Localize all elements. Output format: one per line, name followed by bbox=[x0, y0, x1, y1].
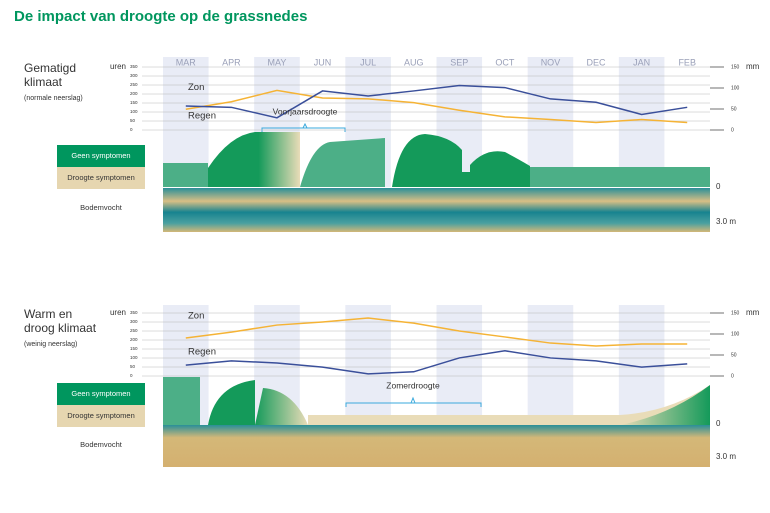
y-axis-label: uren bbox=[110, 62, 126, 71]
series-label: Zon bbox=[188, 311, 204, 322]
y-tick-label: 350 bbox=[130, 310, 138, 315]
panel-title: Warm en bbox=[24, 307, 72, 321]
depth-label: 3.0 m bbox=[716, 217, 736, 226]
month-label: MAR bbox=[176, 57, 197, 67]
depth-label: 0 bbox=[716, 419, 721, 428]
y-tick-label: 100 bbox=[130, 355, 138, 360]
annotation: Zomerdroogte bbox=[386, 380, 440, 390]
month-label: JUN bbox=[314, 57, 332, 67]
y2-tick-label: 150 bbox=[731, 64, 740, 70]
y-tick-label: 150 bbox=[130, 346, 138, 351]
series-label: Regen bbox=[188, 111, 216, 122]
y2-axis-label: mm bbox=[746, 62, 760, 71]
series-line bbox=[185, 350, 688, 375]
depth-label: 3.0 m bbox=[716, 452, 736, 461]
y-tick-label: 50 bbox=[130, 118, 136, 123]
month-label: AUG bbox=[404, 57, 424, 67]
month-label: FEB bbox=[678, 57, 696, 67]
grass-1 bbox=[163, 122, 710, 232]
y-tick-label: 300 bbox=[130, 319, 138, 324]
legend-box bbox=[57, 145, 145, 167]
series-line bbox=[185, 317, 688, 347]
legend-label: Droogte symptomen bbox=[67, 173, 135, 182]
month-label: NOV bbox=[541, 57, 561, 67]
legend-box bbox=[57, 383, 145, 405]
y2-tick-label: 50 bbox=[731, 352, 737, 358]
legend-box bbox=[57, 167, 145, 189]
month-column bbox=[345, 305, 391, 425]
month-column bbox=[618, 57, 665, 187]
depth-label: 0 bbox=[716, 182, 721, 191]
y-tick-label: 200 bbox=[130, 91, 138, 96]
y2-tick-label: 50 bbox=[731, 106, 737, 112]
panel-title: klimaat bbox=[24, 75, 63, 89]
month-label: JAN bbox=[633, 57, 650, 67]
legend-label: Droogte symptomen bbox=[67, 411, 135, 420]
y-tick-label: 0 bbox=[130, 127, 133, 132]
month-label: MAY bbox=[268, 57, 287, 67]
y-tick-label: 350 bbox=[130, 64, 138, 69]
series-line bbox=[185, 84, 688, 119]
panel-title: Gematigd bbox=[24, 61, 76, 75]
panel-title: droog klimaat bbox=[24, 321, 97, 335]
y-tick-label: 150 bbox=[130, 100, 138, 105]
legend-label: Geen symptomen bbox=[71, 389, 130, 398]
month-column bbox=[436, 305, 483, 425]
y2-tick-label: 0 bbox=[731, 373, 734, 379]
soil-label: Bodemvocht bbox=[80, 440, 123, 449]
panel-subtitle: (weinig neerslag) bbox=[24, 341, 77, 348]
month-label: DEC bbox=[587, 57, 607, 67]
y2-tick-label: 100 bbox=[731, 85, 740, 91]
legend-box bbox=[57, 405, 145, 427]
y-tick-label: 250 bbox=[130, 328, 138, 333]
y2-tick-label: 0 bbox=[731, 127, 734, 133]
y-tick-label: 250 bbox=[130, 82, 138, 87]
y2-axis-label: mm bbox=[746, 308, 760, 317]
series-label: Regen bbox=[188, 347, 216, 358]
series-line bbox=[185, 89, 688, 124]
month-column bbox=[527, 305, 574, 425]
y-tick-label: 300 bbox=[130, 73, 138, 78]
series-label: Zon bbox=[188, 82, 204, 93]
soil-label: Bodemvocht bbox=[80, 203, 123, 212]
month-label: JUL bbox=[360, 57, 376, 67]
y2-tick-label: 100 bbox=[731, 331, 740, 337]
y2-tick-label: 150 bbox=[731, 310, 740, 316]
legend-label: Geen symptomen bbox=[71, 151, 130, 160]
grass-2 bbox=[163, 377, 710, 467]
month-label: APR bbox=[222, 57, 241, 67]
month-label: OCT bbox=[495, 57, 515, 67]
month-column bbox=[527, 57, 574, 187]
page-title: De impact van droogte op de grassnedes bbox=[14, 8, 307, 25]
panel-subtitle: (normale neerslag) bbox=[24, 95, 83, 102]
annotation: Voorjaarsdroogte bbox=[273, 106, 338, 116]
y-tick-label: 0 bbox=[130, 373, 133, 378]
y-tick-label: 100 bbox=[130, 109, 138, 114]
y-tick-label: 200 bbox=[130, 337, 138, 342]
y-tick-label: 50 bbox=[130, 364, 136, 369]
month-label: SEP bbox=[450, 57, 468, 67]
y-axis-label: uren bbox=[110, 308, 126, 317]
